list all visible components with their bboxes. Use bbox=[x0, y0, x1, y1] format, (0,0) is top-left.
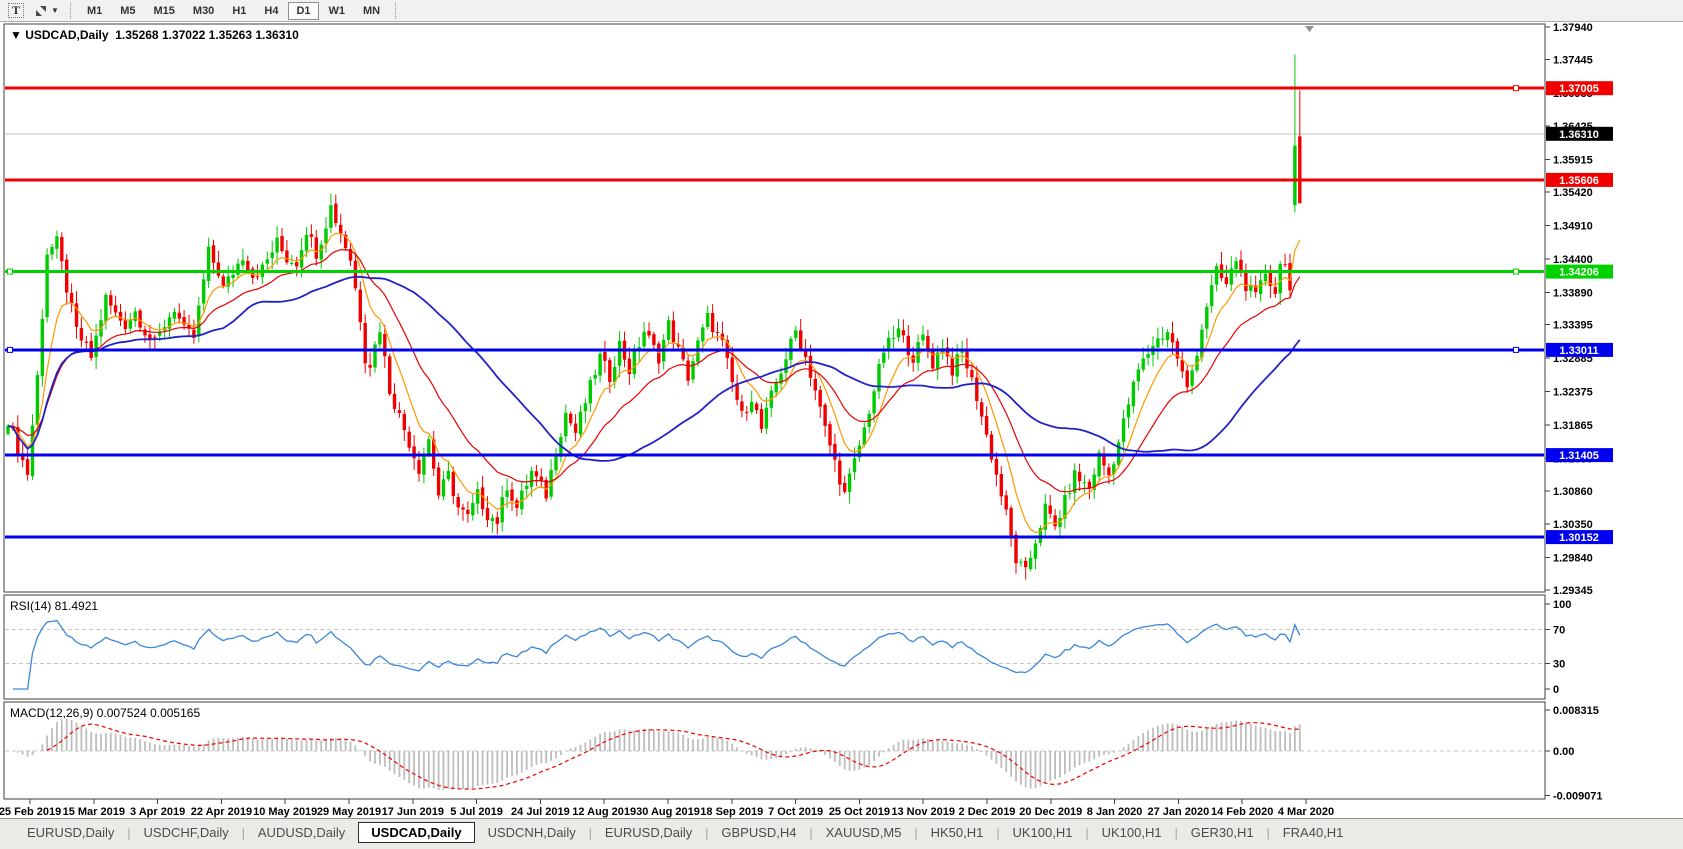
tab-eurusd-daily[interactable]: EURUSD,Daily bbox=[604, 825, 693, 840]
svg-text:1.34400: 1.34400 bbox=[1553, 254, 1593, 266]
svg-text:1.34206: 1.34206 bbox=[1559, 267, 1599, 279]
svg-text:MACD(12,26,9) 0.007524 0.00516: MACD(12,26,9) 0.007524 0.005165 bbox=[10, 706, 200, 720]
svg-text:1.33395: 1.33395 bbox=[1553, 320, 1593, 332]
svg-text:▼ USDCAD,Daily 1.35268 1.3702: ▼ USDCAD,Daily 1.35268 1.37022 1.35263 1… bbox=[10, 28, 299, 42]
tab-separator: | bbox=[127, 825, 131, 840]
svg-text:1.35606: 1.35606 bbox=[1559, 175, 1599, 187]
tab-separator: | bbox=[809, 825, 813, 840]
svg-text:100: 100 bbox=[1553, 599, 1571, 611]
toolbar-separator bbox=[395, 2, 397, 19]
text-tool-button[interactable]: T bbox=[4, 1, 28, 20]
timeframe-m5[interactable]: M5 bbox=[112, 2, 143, 20]
svg-text:27 Jan 2020: 27 Jan 2020 bbox=[1148, 806, 1210, 818]
svg-text:0.008315: 0.008315 bbox=[1553, 705, 1599, 717]
svg-text:RSI(14) 81.4921: RSI(14) 81.4921 bbox=[10, 599, 98, 613]
svg-text:3 Apr 2019: 3 Apr 2019 bbox=[130, 806, 185, 818]
svg-text:30 Aug 2019: 30 Aug 2019 bbox=[636, 806, 700, 818]
timeframe-d1[interactable]: D1 bbox=[288, 1, 319, 20]
svg-text:1.32375: 1.32375 bbox=[1553, 387, 1593, 399]
tab-separator: | bbox=[241, 825, 245, 840]
svg-text:1.29345: 1.29345 bbox=[1553, 585, 1593, 597]
svg-text:25 Feb 2019: 25 Feb 2019 bbox=[0, 806, 61, 818]
svg-text:1.33011: 1.33011 bbox=[1559, 345, 1598, 357]
tab-separator: | bbox=[588, 825, 592, 840]
svg-text:1.33890: 1.33890 bbox=[1553, 287, 1593, 299]
tab-eurusd-daily[interactable]: EURUSD,Daily bbox=[27, 825, 115, 840]
svg-text:1.37005: 1.37005 bbox=[1559, 83, 1599, 95]
svg-text:0: 0 bbox=[1553, 684, 1559, 696]
tab-separator: | bbox=[1266, 825, 1270, 840]
timeframe-mn[interactable]: MN bbox=[355, 2, 388, 20]
svg-text:17 Jun 2019: 17 Jun 2019 bbox=[382, 806, 444, 818]
svg-text:1.35420: 1.35420 bbox=[1553, 187, 1593, 199]
svg-text:1.30152: 1.30152 bbox=[1559, 532, 1599, 544]
svg-text:1.31405: 1.31405 bbox=[1559, 450, 1599, 462]
svg-text:18 Sep 2019: 18 Sep 2019 bbox=[700, 806, 763, 818]
tab-usdcad-daily[interactable]: USDCAD,Daily bbox=[358, 822, 475, 843]
timeframe-h4[interactable]: H4 bbox=[256, 2, 286, 20]
tab-hk50-h1[interactable]: HK50,H1 bbox=[930, 825, 984, 840]
svg-text:14 Feb 2020: 14 Feb 2020 bbox=[1211, 806, 1273, 818]
timeframe-w1[interactable]: W1 bbox=[321, 2, 354, 20]
toolbar-separator bbox=[69, 2, 72, 19]
tab-separator: | bbox=[1085, 825, 1089, 840]
chart-tabs-bar: EURUSD,Daily | USDCHF,Daily | AUDUSD,Daily US… bbox=[0, 818, 1683, 849]
price-chart-canvas[interactable]: 1.379401.374451.369351.364251.359151.354… bbox=[0, 22, 1683, 818]
arrows-icon bbox=[34, 4, 48, 18]
svg-text:12 Aug 2019: 12 Aug 2019 bbox=[572, 806, 636, 818]
tab-gbpusd-h4[interactable]: GBPUSD,H4 bbox=[721, 825, 797, 840]
tab-uk100-h1[interactable]: UK100,H1 bbox=[1012, 825, 1073, 840]
tab-uk100-h1[interactable]: UK100,H1 bbox=[1101, 825, 1162, 840]
timeframe-m1[interactable]: M1 bbox=[79, 2, 110, 20]
svg-text:1.29840: 1.29840 bbox=[1553, 553, 1593, 565]
svg-text:1.34910: 1.34910 bbox=[1553, 221, 1593, 233]
svg-text:1.37940: 1.37940 bbox=[1553, 22, 1593, 34]
tab-fra40-h1[interactable]: FRA40,H1 bbox=[1282, 825, 1344, 840]
tab-xauusd-m5[interactable]: XAUUSD,M5 bbox=[825, 825, 902, 840]
tab-ger30-h1[interactable]: GER30,H1 bbox=[1190, 825, 1254, 840]
svg-text:1.37445: 1.37445 bbox=[1553, 54, 1593, 66]
svg-text:30: 30 bbox=[1553, 659, 1565, 671]
tab-separator: | bbox=[996, 825, 1000, 840]
svg-text:1.35915: 1.35915 bbox=[1553, 155, 1593, 167]
timeframe-h1[interactable]: H1 bbox=[224, 2, 254, 20]
svg-text:1.36310: 1.36310 bbox=[1559, 129, 1599, 141]
dropdown-caret-icon: ▼ bbox=[51, 6, 59, 15]
tab-separator: | bbox=[1174, 825, 1178, 840]
timeframe-m30[interactable]: M30 bbox=[185, 2, 222, 20]
svg-text:8 Jan 2020: 8 Jan 2020 bbox=[1087, 806, 1143, 818]
svg-text:70: 70 bbox=[1553, 625, 1565, 637]
svg-text:13 Nov 2019: 13 Nov 2019 bbox=[891, 806, 955, 818]
chart-tabs: EURUSD,Daily | USDCHF,Daily | AUDUSD,Daily US… bbox=[14, 822, 1356, 843]
svg-text:25 Oct 2019: 25 Oct 2019 bbox=[829, 806, 890, 818]
svg-text:15 Mar 2019: 15 Mar 2019 bbox=[63, 806, 125, 818]
chart-area: 1.379401.374451.369351.364251.359151.354… bbox=[0, 22, 1683, 818]
svg-text:1.31865: 1.31865 bbox=[1553, 420, 1593, 432]
tab-usdcnh-daily[interactable]: USDCNH,Daily bbox=[487, 825, 576, 840]
svg-text:2 Dec 2019: 2 Dec 2019 bbox=[959, 806, 1016, 818]
tab-separator: | bbox=[705, 825, 709, 840]
timeframe-m15[interactable]: M15 bbox=[146, 2, 183, 20]
svg-text:1.30350: 1.30350 bbox=[1553, 519, 1593, 531]
svg-text:20 Dec 2019: 20 Dec 2019 bbox=[1019, 806, 1082, 818]
tab-usdchf-daily[interactable]: USDCHF,Daily bbox=[143, 825, 229, 840]
svg-text:22 Apr 2019: 22 Apr 2019 bbox=[191, 806, 252, 818]
svg-text:29 May 2019: 29 May 2019 bbox=[317, 806, 381, 818]
svg-text:7 Oct 2019: 7 Oct 2019 bbox=[768, 806, 823, 818]
svg-text:1.30860: 1.30860 bbox=[1553, 486, 1593, 498]
arrows-tool-button[interactable]: ▼ bbox=[30, 2, 63, 20]
text-tool-icon: T bbox=[8, 3, 25, 18]
svg-text:4 Mar 2020: 4 Mar 2020 bbox=[1278, 806, 1334, 818]
svg-text:24 Jul 2019: 24 Jul 2019 bbox=[511, 806, 570, 818]
svg-text:5 Jul 2019: 5 Jul 2019 bbox=[450, 806, 503, 818]
tab-audusd-daily[interactable]: AUDUSD,Daily bbox=[257, 825, 346, 840]
toolbar: T ▼ M1 M5 M15 M30 H1 H4 D1 W1 MN bbox=[0, 0, 1683, 22]
timeframe-group: M1 M5 M15 M30 H1 H4 D1 W1 MN bbox=[78, 1, 389, 20]
svg-text:0.00: 0.00 bbox=[1553, 746, 1574, 758]
svg-text:-0.009071: -0.009071 bbox=[1553, 791, 1603, 803]
tab-separator: | bbox=[914, 825, 918, 840]
svg-text:10 May 2019: 10 May 2019 bbox=[253, 806, 317, 818]
